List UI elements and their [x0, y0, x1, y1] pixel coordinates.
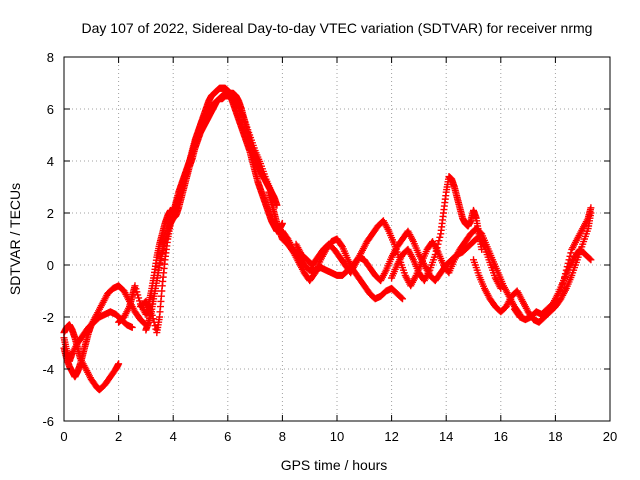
series-track-j: [388, 173, 486, 285]
data-point: [587, 204, 595, 212]
data-point: [436, 233, 444, 241]
x-tick-label: 16: [494, 429, 508, 444]
x-tick-label: 8: [279, 429, 286, 444]
data-point: [399, 295, 407, 303]
y-tick-label: 6: [47, 102, 54, 117]
data-point: [435, 237, 443, 245]
x-tick-label: 6: [224, 429, 231, 444]
data-point: [431, 251, 439, 259]
series-track-d: [115, 84, 281, 326]
data-point: [561, 273, 568, 281]
data-point: [567, 249, 575, 257]
y-tick-label: -2: [42, 310, 54, 325]
grid-layer: [64, 57, 610, 421]
y-axis-label: SDTVAR / TECUs: [7, 183, 23, 295]
data-point: [398, 294, 406, 302]
data-point: [433, 244, 441, 252]
x-tick-label: 4: [170, 429, 177, 444]
series-track-i: [292, 217, 524, 318]
y-tick-label: 0: [47, 258, 54, 273]
series-track-m: [557, 204, 595, 295]
tick-layer: 0 2 4 6 8 10 12 14 16 18 20 -6 -4 -2 0 2 4 6 8: [42, 50, 617, 444]
data-point: [563, 263, 571, 271]
x-tick-label: 18: [548, 429, 562, 444]
data-point: [564, 259, 572, 267]
x-tick-label: 2: [115, 429, 122, 444]
x-tick-label: 0: [60, 429, 67, 444]
series-track-c: [60, 308, 136, 365]
data-point: [115, 360, 123, 368]
data-point: [586, 255, 594, 263]
data-points-layer: [60, 84, 595, 394]
data-point: [560, 277, 568, 285]
y-tick-label: 8: [47, 50, 54, 65]
data-point: [128, 323, 136, 331]
x-axis-label: GPS time / hours: [281, 457, 388, 473]
data-point: [135, 294, 143, 302]
y-tick-label: -4: [42, 362, 54, 377]
data-point: [562, 266, 570, 274]
y-tick-label: 2: [47, 206, 54, 221]
data-point: [561, 270, 569, 278]
data-point: [587, 256, 595, 264]
series-track-g: [265, 188, 407, 303]
series-track-f: [136, 92, 275, 337]
data-point: [432, 247, 440, 255]
data-point: [434, 240, 442, 248]
data-point: [147, 308, 155, 316]
x-tick-label: 14: [439, 429, 453, 444]
data-point: [149, 315, 157, 323]
data-point: [566, 252, 574, 260]
data-point: [148, 311, 156, 319]
data-point: [557, 287, 565, 295]
y-tick-label: 4: [47, 154, 54, 169]
data-point: [478, 245, 486, 253]
x-tick-label: 20: [603, 429, 617, 444]
data-point: [273, 201, 281, 209]
data-point: [132, 285, 140, 293]
x-tick-label: 10: [330, 429, 344, 444]
data-point: [559, 280, 567, 288]
data-point: [558, 284, 566, 292]
chart-title: Day 107 of 2022, Sidereal Day-to-day VTE…: [82, 20, 593, 36]
series-track-e: [142, 89, 286, 334]
y-tick-label: -6: [42, 414, 54, 429]
x-tick-label: 12: [384, 429, 398, 444]
data-point: [565, 256, 573, 264]
